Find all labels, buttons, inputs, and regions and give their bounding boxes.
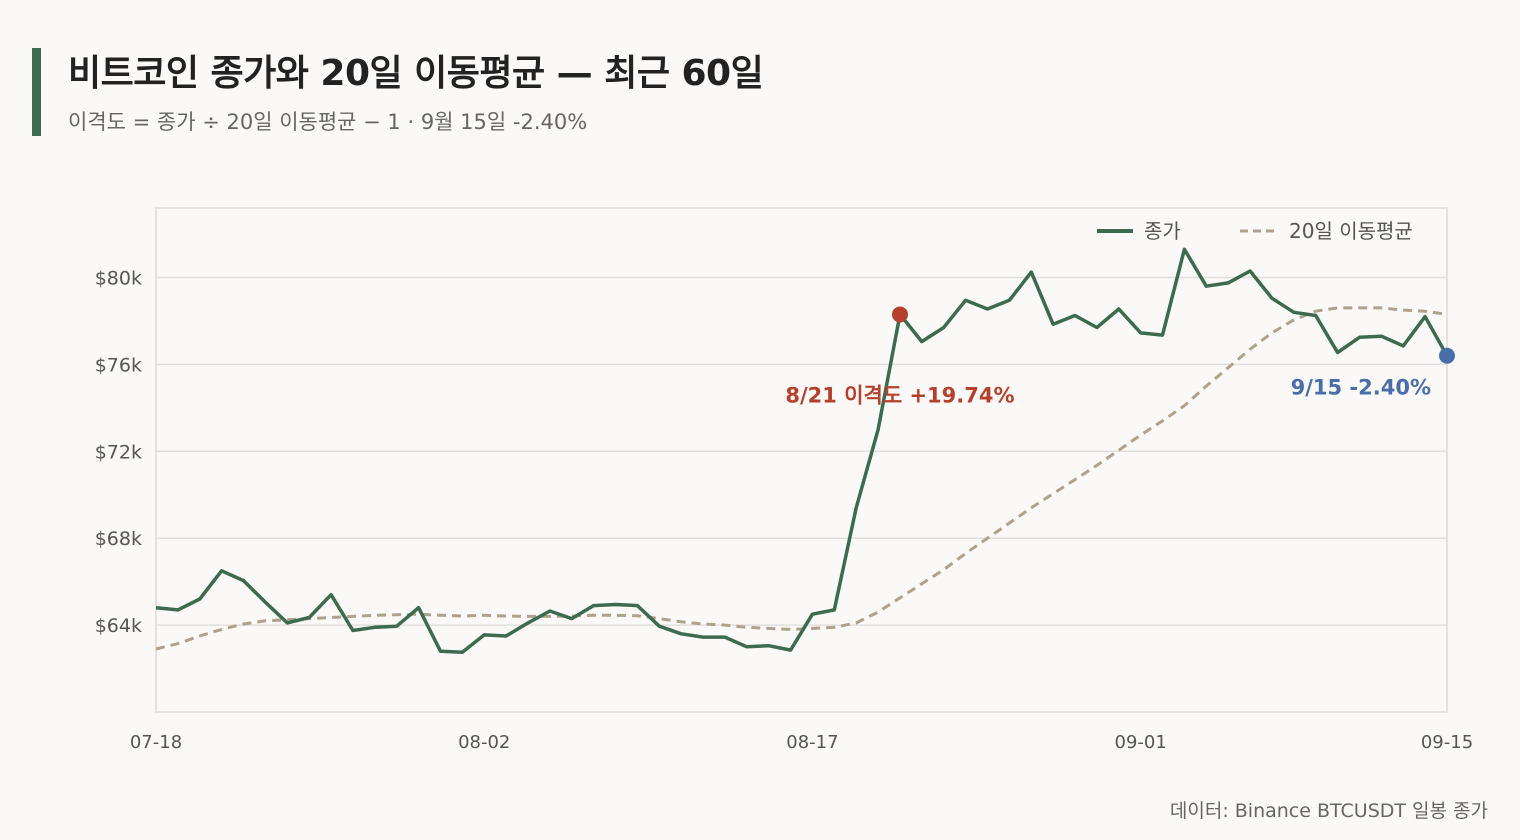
x-axis-ticks: 07-18 08-02 08-17 09-01 09-15: [130, 732, 1473, 753]
chart-subtitle: 이격도 = 종가 ÷ 20일 이동평균 − 1 · 9월 15일 -2.40%: [68, 110, 588, 134]
y-tick-label: $80k: [95, 268, 142, 290]
title-accent-bar: [32, 48, 41, 136]
y-tick-label: $72k: [95, 441, 142, 463]
y-tick-label: $76k: [95, 354, 142, 376]
legend-label-ma20: 20일 이동평균: [1289, 219, 1413, 243]
data-source-note: 데이터: Binance BTCUSDT 일봉 종가: [1169, 800, 1488, 822]
series-line-close: [155, 247, 1449, 655]
x-tick-label: 08-17: [786, 732, 838, 753]
y-tick-label: $68k: [95, 528, 142, 550]
latest-annotation: 9/15 -2.40%: [1291, 376, 1431, 400]
latest-marker: [1439, 347, 1455, 364]
x-tick-label: 07-18: [130, 732, 182, 753]
peak-marker: [891, 306, 908, 323]
y-tick-label: $64k: [95, 615, 142, 637]
annotation-markers: 8/21 이격도 +19.74% 9/15 -2.40%: [785, 306, 1455, 407]
gridlines: [156, 276, 1447, 626]
legend: 종가 20일 이동평균: [1097, 219, 1413, 243]
chart-title: 비트코인 종가와 20일 이동평균 — 최근 60일: [68, 53, 764, 94]
x-tick-label: 09-01: [1115, 732, 1167, 753]
y-axis-ticks: $64k $68k $72k $76k $80k: [95, 268, 142, 638]
plot-frame: [155, 207, 1448, 713]
x-tick-label: 09-15: [1421, 732, 1473, 753]
legend-label-close: 종가: [1144, 219, 1181, 243]
peak-annotation: 8/21 이격도 +19.74%: [785, 383, 1014, 407]
series-line-ma20: [155, 306, 1448, 651]
x-tick-label: 08-02: [458, 732, 510, 753]
